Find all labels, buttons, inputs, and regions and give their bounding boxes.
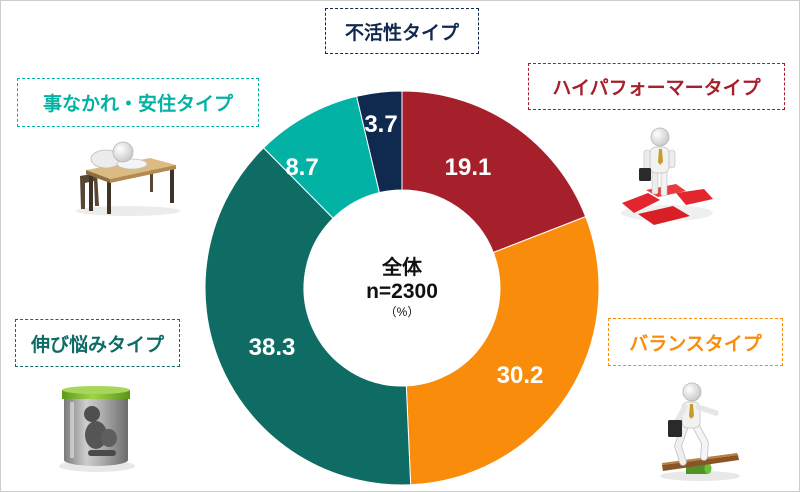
donut-segment-inactive — [356, 90, 403, 194]
desk-leg — [170, 167, 174, 203]
desk-leg — [150, 162, 153, 192]
person-on-puzzle-icon — [621, 127, 713, 225]
category-label-balance: バランスタイプ — [608, 318, 783, 366]
floor-shadow — [660, 471, 740, 481]
jar-lid-top — [62, 386, 130, 394]
category-label-stagnant: 伸び悩みタイプ — [15, 319, 180, 367]
balance-board — [662, 455, 739, 471]
person-tie — [689, 404, 694, 419]
person-leg — [660, 169, 668, 197]
roller-end — [704, 463, 712, 474]
person-leg — [651, 169, 659, 195]
person-slumped-at-desk-icon — [76, 141, 180, 216]
donut-segment-balance — [405, 215, 600, 486]
trapped-person-knees — [101, 429, 117, 447]
person-head — [112, 141, 134, 163]
donut-segments — [204, 90, 600, 486]
center-label: 全体 n=2300 （%） — [366, 255, 438, 319]
person-tie — [658, 149, 663, 165]
center-sample-size: n=2300 — [366, 280, 438, 303]
center-unit: （%） — [385, 305, 420, 319]
trapped-person-head — [84, 406, 100, 422]
person-head — [650, 127, 670, 147]
value-label-complacent: 8.7 — [285, 154, 318, 181]
briefcase — [668, 420, 682, 437]
desk-edge — [86, 170, 110, 183]
category-label-high-performer: ハイパフォーマータイプ — [528, 63, 785, 110]
value-labels: 19.1 30.2 38.3 8.7 3.7 — [249, 111, 544, 389]
person-in-jar-icon — [59, 386, 135, 472]
person-head — [682, 382, 702, 402]
desk-leg — [89, 175, 93, 211]
puzzle-piece — [638, 206, 690, 225]
puzzle-piece — [622, 193, 660, 213]
floor-shadow — [76, 206, 180, 216]
category-label-complacent: 事なかれ・安住タイプ — [17, 78, 259, 127]
person-balancing-icon — [660, 382, 740, 481]
person-leg — [693, 423, 708, 460]
jar-lid — [62, 390, 130, 399]
trapped-person-feet — [88, 450, 116, 456]
briefcase — [639, 168, 651, 181]
puzzle-piece — [676, 189, 713, 205]
person-arm — [695, 404, 719, 416]
center-title: 全体 — [381, 255, 423, 279]
value-label-inactive: 3.7 — [364, 111, 397, 138]
roller — [686, 463, 708, 474]
person-arm — [668, 149, 676, 169]
desk-edge — [110, 165, 176, 183]
donut-segment-high-performer — [401, 90, 587, 254]
person-arm — [643, 149, 651, 171]
chair — [80, 173, 99, 209]
value-label-high-performer: 19.1 — [445, 154, 492, 181]
desk-leg — [107, 182, 111, 214]
value-label-balance: 30.2 — [497, 362, 544, 389]
jar-highlight — [70, 402, 74, 458]
trapped-person-body — [85, 421, 107, 449]
value-label-stagnant: 38.3 — [249, 334, 296, 361]
person-arm — [674, 404, 688, 424]
donut-segment-stagnant — [204, 147, 412, 486]
person-leg — [675, 423, 688, 465]
category-label-inactive: 不活性タイプ — [325, 8, 479, 54]
